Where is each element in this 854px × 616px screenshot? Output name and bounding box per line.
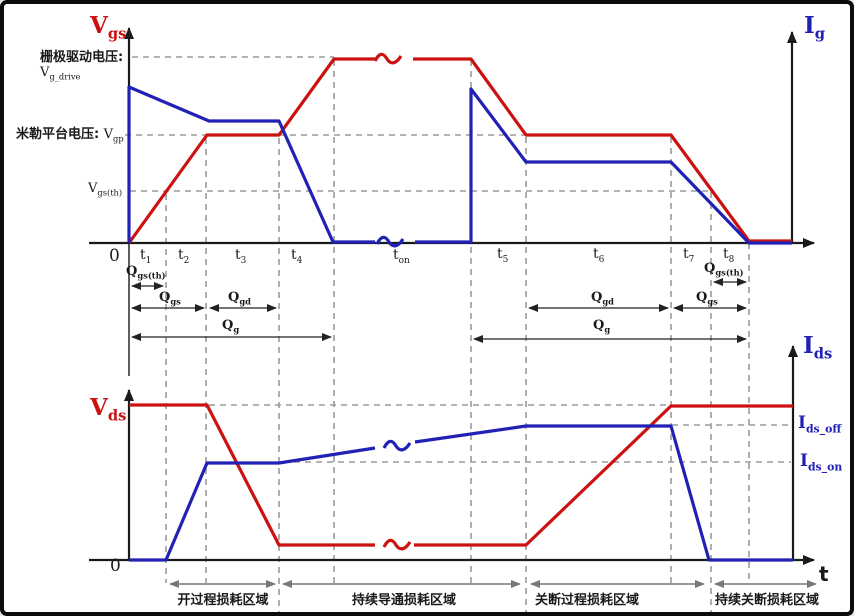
off-state-loss-region-label: 持续关断损耗区域 — [714, 593, 819, 608]
ig-axis-label: Ig — [804, 12, 826, 43]
diagram-svg — [89, 27, 817, 612]
origin-zero-bottom: 0 — [110, 556, 121, 576]
vds-break-symbol — [382, 538, 412, 551]
vds-axis-label: Vds — [90, 394, 127, 425]
miller-voltage-caption: 米勒平台电压: Vgp — [16, 127, 124, 144]
turn-off-loss-region-label: 关断过程损耗区域 — [534, 593, 639, 608]
t3-label: t3 — [235, 247, 247, 266]
t7-label: t7 — [683, 246, 695, 265]
t4-label: t4 — [291, 247, 303, 266]
t5-label: t5 — [497, 246, 509, 265]
qg-left-label: Qg — [222, 318, 240, 335]
qgsth-right-label: Qgs(th) — [704, 261, 744, 278]
t1-label: t1 — [140, 247, 152, 266]
qgs-left-label: Qgs — [159, 290, 181, 307]
qgd-right-label: Qgd — [591, 290, 614, 307]
vg-drive-label: Vg_drive — [40, 65, 81, 82]
time-axis-label: t — [819, 562, 829, 586]
gate-drive-voltage-caption: 栅极驱动电压: — [40, 50, 124, 65]
t8-label: t8 — [723, 246, 735, 265]
ids-axis-label: Ids — [803, 332, 833, 363]
turn-on-loss-region-label: 开过程损耗区域 — [177, 593, 269, 608]
qgd-left-label: Qgd — [228, 290, 251, 307]
ig-curve-right — [415, 87, 792, 245]
vgs-axis-label: Vgs — [90, 12, 127, 43]
vgs-curve-left — [127, 57, 375, 244]
ton-label: ton — [393, 247, 410, 266]
vgsth-label: Vgs(th) — [88, 181, 123, 198]
ig-break-symbol — [375, 235, 405, 248]
vds-curve-left — [129, 403, 375, 547]
vgs-curve-right — [413, 57, 792, 243]
t2-label: t2 — [178, 247, 190, 266]
vgp-label: Vgp — [103, 127, 124, 144]
ids-on-label: Ids_on — [800, 451, 843, 474]
ids-curve-right — [414, 424, 793, 562]
ids-curve-left — [129, 446, 376, 562]
qg-right-label: Qg — [593, 318, 611, 335]
ids-break-symbol — [382, 439, 412, 452]
ids-off-label: Ids_off — [798, 413, 842, 436]
qgsth-left-label: Qgs(th) — [126, 264, 166, 281]
conduction-loss-region-label: 持续导通损耗区域 — [351, 593, 456, 608]
vds-curve-right — [414, 404, 793, 547]
t6-label: t6 — [593, 246, 605, 265]
ig-curve-left — [127, 85, 375, 244]
origin-zero-top: 0 — [109, 246, 120, 266]
qgs-right-label: Qgs — [696, 290, 718, 307]
vgs-break-symbol — [373, 52, 403, 65]
